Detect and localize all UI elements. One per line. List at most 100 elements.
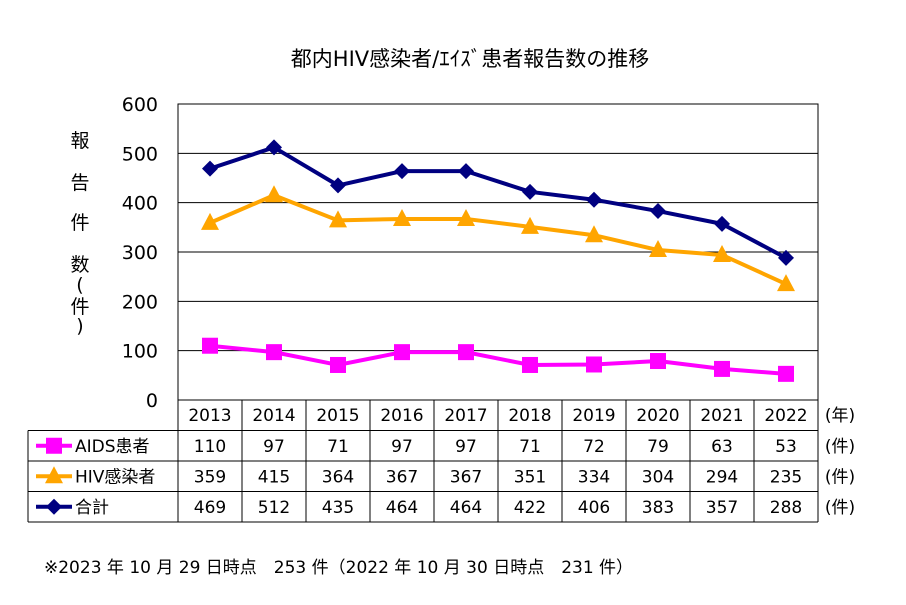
table-cell: 464 bbox=[450, 498, 482, 518]
table-cell: 334 bbox=[578, 467, 610, 487]
table-cell: 435 bbox=[322, 498, 354, 518]
table-cell: 422 bbox=[514, 498, 546, 518]
x-tick-label: 2016 bbox=[380, 406, 423, 426]
data-point bbox=[714, 215, 730, 232]
data-point bbox=[266, 139, 282, 156]
table-cell: 294 bbox=[706, 467, 738, 487]
legend-key-marker bbox=[46, 498, 62, 515]
table-unit-count: (件) bbox=[825, 498, 855, 518]
y-axis: 0 100 200 300 400 500 600 bbox=[122, 94, 158, 412]
table-cell: 364 bbox=[322, 467, 354, 487]
table-cell: 304 bbox=[642, 467, 674, 487]
data-point bbox=[458, 163, 474, 180]
table-cell: 415 bbox=[258, 467, 290, 487]
table-cell: 367 bbox=[450, 467, 482, 487]
data-point bbox=[394, 163, 410, 180]
series-layer bbox=[201, 139, 795, 382]
table-cell: 512 bbox=[258, 498, 290, 518]
data-point bbox=[330, 356, 346, 373]
table-cell: 469 bbox=[194, 498, 226, 518]
table-unit-year: (年) bbox=[825, 406, 855, 426]
table-unit-count: (件) bbox=[825, 437, 855, 457]
y-tick-label: 200 bbox=[122, 291, 158, 313]
y-tick-label: 100 bbox=[122, 341, 158, 363]
x-tick-label: 2013 bbox=[188, 406, 231, 426]
data-point bbox=[777, 274, 795, 292]
y-tick-label: 600 bbox=[122, 94, 158, 116]
table-cell: 110 bbox=[194, 437, 226, 457]
x-tick-label: 2018 bbox=[508, 406, 551, 426]
table-cell: 464 bbox=[386, 498, 418, 518]
table-cell: 53 bbox=[775, 437, 797, 457]
data-point bbox=[585, 225, 603, 243]
y-tick-label: 300 bbox=[122, 242, 158, 264]
y-axis-label-char: 件 bbox=[70, 212, 89, 234]
data-table: 2013 2014 2015 2016 2017 2018 2019 2020 2021 2022… bbox=[27, 399, 855, 523]
data-point bbox=[202, 337, 218, 354]
table-cell: 72 bbox=[583, 437, 605, 457]
legend-key-marker bbox=[45, 466, 63, 484]
data-point bbox=[586, 356, 602, 373]
x-tick-label: 2014 bbox=[252, 406, 295, 426]
table-unit-count: (件) bbox=[825, 467, 855, 487]
x-tick-label: 2017 bbox=[444, 406, 487, 426]
series-line bbox=[209, 343, 787, 376]
series-0 bbox=[202, 337, 794, 382]
data-point bbox=[521, 216, 539, 234]
data-point bbox=[394, 344, 410, 361]
legend-label: HIV感染者 bbox=[75, 467, 155, 487]
data-point bbox=[329, 210, 347, 228]
y-axis-label-char: 報 bbox=[70, 130, 89, 152]
x-tick-label: 2022 bbox=[764, 406, 807, 426]
data-point bbox=[650, 353, 666, 370]
data-point bbox=[650, 203, 666, 220]
data-point bbox=[714, 360, 730, 377]
data-point bbox=[778, 365, 794, 382]
table-cell: 383 bbox=[642, 498, 674, 518]
data-point bbox=[649, 240, 667, 258]
data-point bbox=[457, 208, 475, 226]
y-axis-label-char: ) bbox=[76, 315, 83, 337]
data-point bbox=[202, 160, 218, 177]
series-line bbox=[209, 145, 787, 260]
data-point bbox=[266, 344, 282, 361]
x-tick-label: 2021 bbox=[700, 406, 743, 426]
table-cell: 79 bbox=[647, 437, 669, 457]
data-point bbox=[522, 183, 538, 200]
table-cell: 63 bbox=[711, 437, 733, 457]
y-tick-label: 500 bbox=[122, 143, 158, 165]
x-tick-label: 2019 bbox=[572, 406, 615, 426]
legend-label: 合計 bbox=[75, 498, 109, 518]
table-cell: 97 bbox=[263, 437, 285, 457]
y-tick-label: 400 bbox=[122, 193, 158, 215]
table-cell: 359 bbox=[194, 467, 226, 487]
table-cell: 288 bbox=[770, 498, 802, 518]
data-point bbox=[458, 344, 474, 361]
data-point bbox=[522, 356, 538, 373]
table-cell: 97 bbox=[391, 437, 413, 457]
data-point bbox=[778, 249, 794, 266]
y-axis-label-char: ( bbox=[76, 274, 83, 296]
footnote: ※2023 年 10 月 29 日時点 253 件（2022 年 10 月 30… bbox=[44, 558, 634, 578]
legend-label: AIDS患者 bbox=[75, 437, 150, 457]
table-cell: 97 bbox=[455, 437, 477, 457]
data-point bbox=[201, 212, 219, 230]
table-cell: 406 bbox=[578, 498, 610, 518]
x-tick-label: 2020 bbox=[636, 406, 679, 426]
series-1 bbox=[201, 185, 795, 292]
data-point bbox=[265, 185, 283, 203]
table-cell: 71 bbox=[327, 437, 349, 457]
data-point bbox=[713, 244, 731, 262]
legend-key-marker bbox=[46, 437, 62, 454]
y-axis-label-char: 告 bbox=[70, 172, 89, 194]
data-point bbox=[393, 208, 411, 226]
table-cell: 367 bbox=[386, 467, 418, 487]
table-cell: 235 bbox=[770, 467, 802, 487]
data-point bbox=[330, 177, 346, 194]
table-cell: 71 bbox=[519, 437, 541, 457]
series-2 bbox=[202, 139, 794, 266]
chart-title: 都内HIV感染者/ｴｲｽﾞ患者報告数の推移 bbox=[291, 47, 649, 71]
table-cell: 351 bbox=[514, 467, 546, 487]
y-tick-label: 0 bbox=[146, 390, 158, 412]
